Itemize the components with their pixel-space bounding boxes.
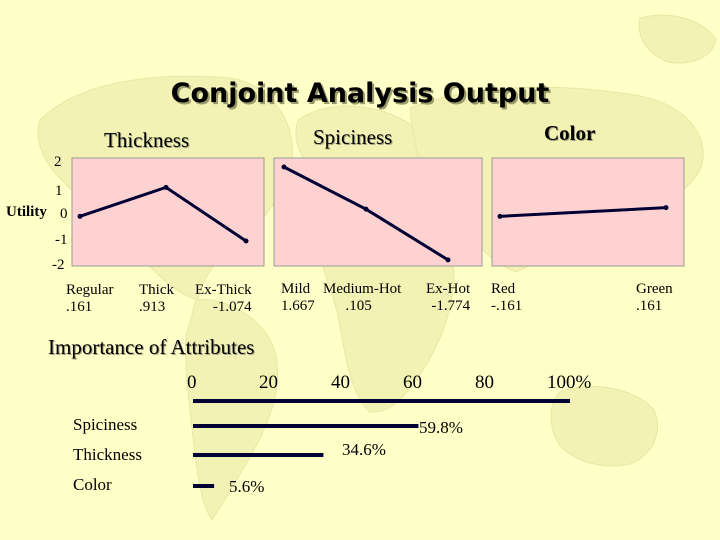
importance-value-label: 5.6%: [229, 477, 265, 496]
utility-panel: [71, 157, 265, 267]
level-label: Red -.161: [491, 281, 523, 314]
continent-shape: [185, 299, 279, 521]
level-label: Green .161: [636, 281, 673, 314]
utility-point: [163, 184, 169, 190]
y-tick-label: -2: [52, 257, 65, 273]
utility-panel: [273, 157, 483, 267]
group-title-color: Color: [544, 121, 596, 145]
level-label: Mild 1.667: [281, 281, 315, 314]
utility-point: [445, 257, 451, 263]
y-tick-label: 2: [54, 154, 62, 170]
continent-shape: [550, 386, 659, 467]
level-label: Thick .913: [139, 282, 174, 315]
x-tick-label: 80: [475, 372, 494, 393]
importance-value-label: 34.6%: [342, 440, 386, 459]
x-tick-label: 40: [331, 372, 350, 393]
continent-shape: [638, 14, 717, 64]
x-tick-label: 20: [259, 372, 278, 393]
level-label: Regular .161: [66, 282, 114, 315]
utility-line: [499, 206, 667, 218]
utility-point: [243, 238, 249, 244]
utility-point: [281, 164, 287, 170]
group-title-spiciness: Spiciness: [313, 125, 393, 149]
utility-point: [77, 213, 83, 219]
x-tick-label: 0: [187, 372, 197, 393]
importance-value-label: 59.8%: [419, 418, 463, 437]
utility-point: [497, 213, 503, 219]
importance-category-label: Thickness: [73, 445, 142, 464]
level-label: Ex-Thick -1.074: [195, 282, 252, 315]
x-tick-label: 60: [403, 372, 422, 393]
page-title: Conjoint Analysis Output: [170, 78, 550, 109]
y-tick-label: 1: [55, 183, 63, 199]
y-tick-label: -1: [55, 232, 68, 248]
y-axis-label: Utility: [6, 204, 47, 220]
utility-point: [663, 205, 669, 211]
importance-title: Importance of Attributes: [48, 335, 255, 359]
y-tick-label: 0: [60, 206, 68, 222]
importance-category-label: Spiciness: [73, 415, 138, 434]
level-label: Medium-Hot .105: [323, 281, 402, 314]
level-label: Ex-Hot -1.774: [426, 281, 471, 314]
importance-category-label: Color: [73, 475, 112, 494]
group-title-thickness: Thickness: [104, 128, 190, 152]
x-tick-label: 100%: [547, 372, 592, 393]
utility-point: [363, 206, 369, 212]
